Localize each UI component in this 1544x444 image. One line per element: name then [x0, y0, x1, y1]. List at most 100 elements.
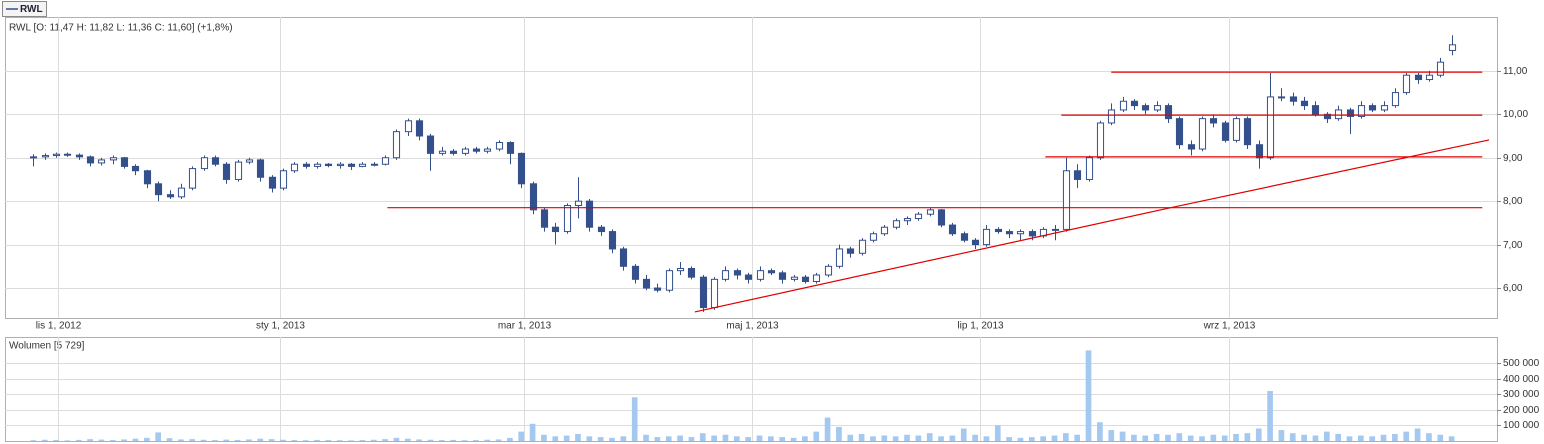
- candle-body: [1187, 144, 1196, 150]
- volume-bar: [427, 439, 434, 441]
- candle-body: [245, 159, 254, 163]
- volume-bar: [1267, 391, 1273, 441]
- candle-body: [710, 278, 719, 309]
- candle-body: [744, 274, 753, 280]
- volume-bar: [1358, 435, 1364, 441]
- volume-bar: [870, 436, 876, 441]
- candle-body: [52, 153, 61, 157]
- volume-bar: [1233, 433, 1239, 441]
- y-tick-label: 11,00: [1503, 66, 1528, 77]
- volume-bar: [53, 440, 59, 441]
- volume-bar: [1210, 434, 1217, 441]
- candle-body: [1085, 157, 1094, 180]
- candle-body: [1300, 100, 1309, 107]
- y-tick-label: 300 000: [1503, 389, 1540, 400]
- candle-body: [551, 226, 560, 233]
- candle-body: [279, 170, 288, 189]
- volume-bar: [541, 434, 547, 441]
- volume-bar: [1403, 431, 1410, 441]
- volume-bar: [609, 437, 615, 441]
- candle-body: [563, 205, 572, 233]
- candle-body: [109, 157, 118, 161]
- x-tick-label: mar 1, 2013: [498, 321, 552, 332]
- candle-body: [529, 183, 538, 211]
- volume-bar: [926, 433, 933, 441]
- volume-bar: [98, 439, 105, 441]
- candle-body: [1209, 118, 1218, 124]
- volume-bar: [518, 431, 525, 441]
- candle-body: [824, 265, 833, 276]
- candle-body: [1096, 122, 1105, 159]
- candle-body: [1425, 74, 1434, 81]
- candle-body: [1346, 109, 1355, 117]
- volume-bar: [178, 439, 184, 441]
- price-title: RWL [O: 11,47 H: 11,82 L: 11,36 C: 11,60…: [9, 23, 233, 34]
- volume-bar: [529, 423, 536, 441]
- volume-bar: [1006, 437, 1012, 441]
- volume-bar: [30, 440, 37, 441]
- candle-body: [653, 287, 662, 291]
- volume-bar: [416, 439, 422, 441]
- candle-body: [676, 267, 685, 272]
- x-tick-label: sty 1, 2013: [256, 321, 305, 332]
- candle-body: [892, 220, 901, 228]
- volume-bar: [1176, 433, 1183, 441]
- volume-bar: [881, 435, 888, 441]
- volume-bar: [1437, 434, 1444, 441]
- volume-bar: [314, 439, 320, 441]
- candle-body: [75, 154, 84, 158]
- volume-bar: [382, 439, 388, 441]
- y-tick-label: 10,00: [1503, 109, 1528, 120]
- y-tick-label: 500 000: [1503, 358, 1540, 369]
- trend-line: [1174, 139, 1490, 208]
- volume-bar: [824, 417, 831, 441]
- candle-body: [1357, 105, 1366, 117]
- candle-body: [869, 233, 878, 241]
- candle-body: [495, 142, 504, 150]
- volume-bar: [1448, 436, 1455, 441]
- volume-bar: [768, 436, 774, 441]
- volume-bar: [711, 435, 717, 441]
- volume-bar: [1108, 430, 1115, 441]
- candle-body: [347, 163, 356, 167]
- volume-bar: [1244, 433, 1251, 441]
- volume-bar: [234, 439, 241, 441]
- candle-body: [336, 163, 345, 167]
- candle-body: [1051, 228, 1060, 231]
- x-tick-label: maj 1, 2013: [726, 321, 779, 332]
- candle-body: [1232, 118, 1241, 141]
- candle-body: [211, 157, 220, 165]
- volume-bar: [1165, 434, 1171, 441]
- volume-bar: [1153, 433, 1160, 441]
- candle-body: [903, 218, 912, 222]
- volume-bar: [1085, 350, 1092, 441]
- candle-body: [994, 228, 1003, 233]
- volume-bar: [1289, 433, 1296, 441]
- volume-bar: [960, 428, 967, 441]
- candle-body: [131, 165, 140, 172]
- volume-bar: [212, 440, 218, 441]
- candle-body: [778, 272, 787, 280]
- candle-body: [608, 231, 617, 250]
- volume-bar: [1346, 436, 1353, 441]
- volume-bar: [813, 431, 820, 441]
- volume-bar: [1392, 433, 1398, 441]
- volume-bar: [1074, 434, 1081, 441]
- candle-body: [143, 170, 152, 185]
- volume-bar: [733, 436, 740, 441]
- candle-body: [790, 276, 799, 280]
- candle-body: [63, 153, 72, 156]
- candle-body: [1402, 74, 1411, 94]
- candle-body: [597, 226, 606, 233]
- volume-bar: [949, 435, 956, 441]
- volume-bar: [64, 440, 71, 441]
- volume-bar: [972, 434, 978, 441]
- candle-body: [1289, 96, 1298, 102]
- candle-body: [1130, 100, 1139, 107]
- volume-bar: [994, 425, 1001, 441]
- volume-bar: [359, 440, 366, 441]
- candle-body: [472, 148, 481, 152]
- candle-body: [1221, 122, 1230, 141]
- legend-tab[interactable]: [2, 1, 47, 17]
